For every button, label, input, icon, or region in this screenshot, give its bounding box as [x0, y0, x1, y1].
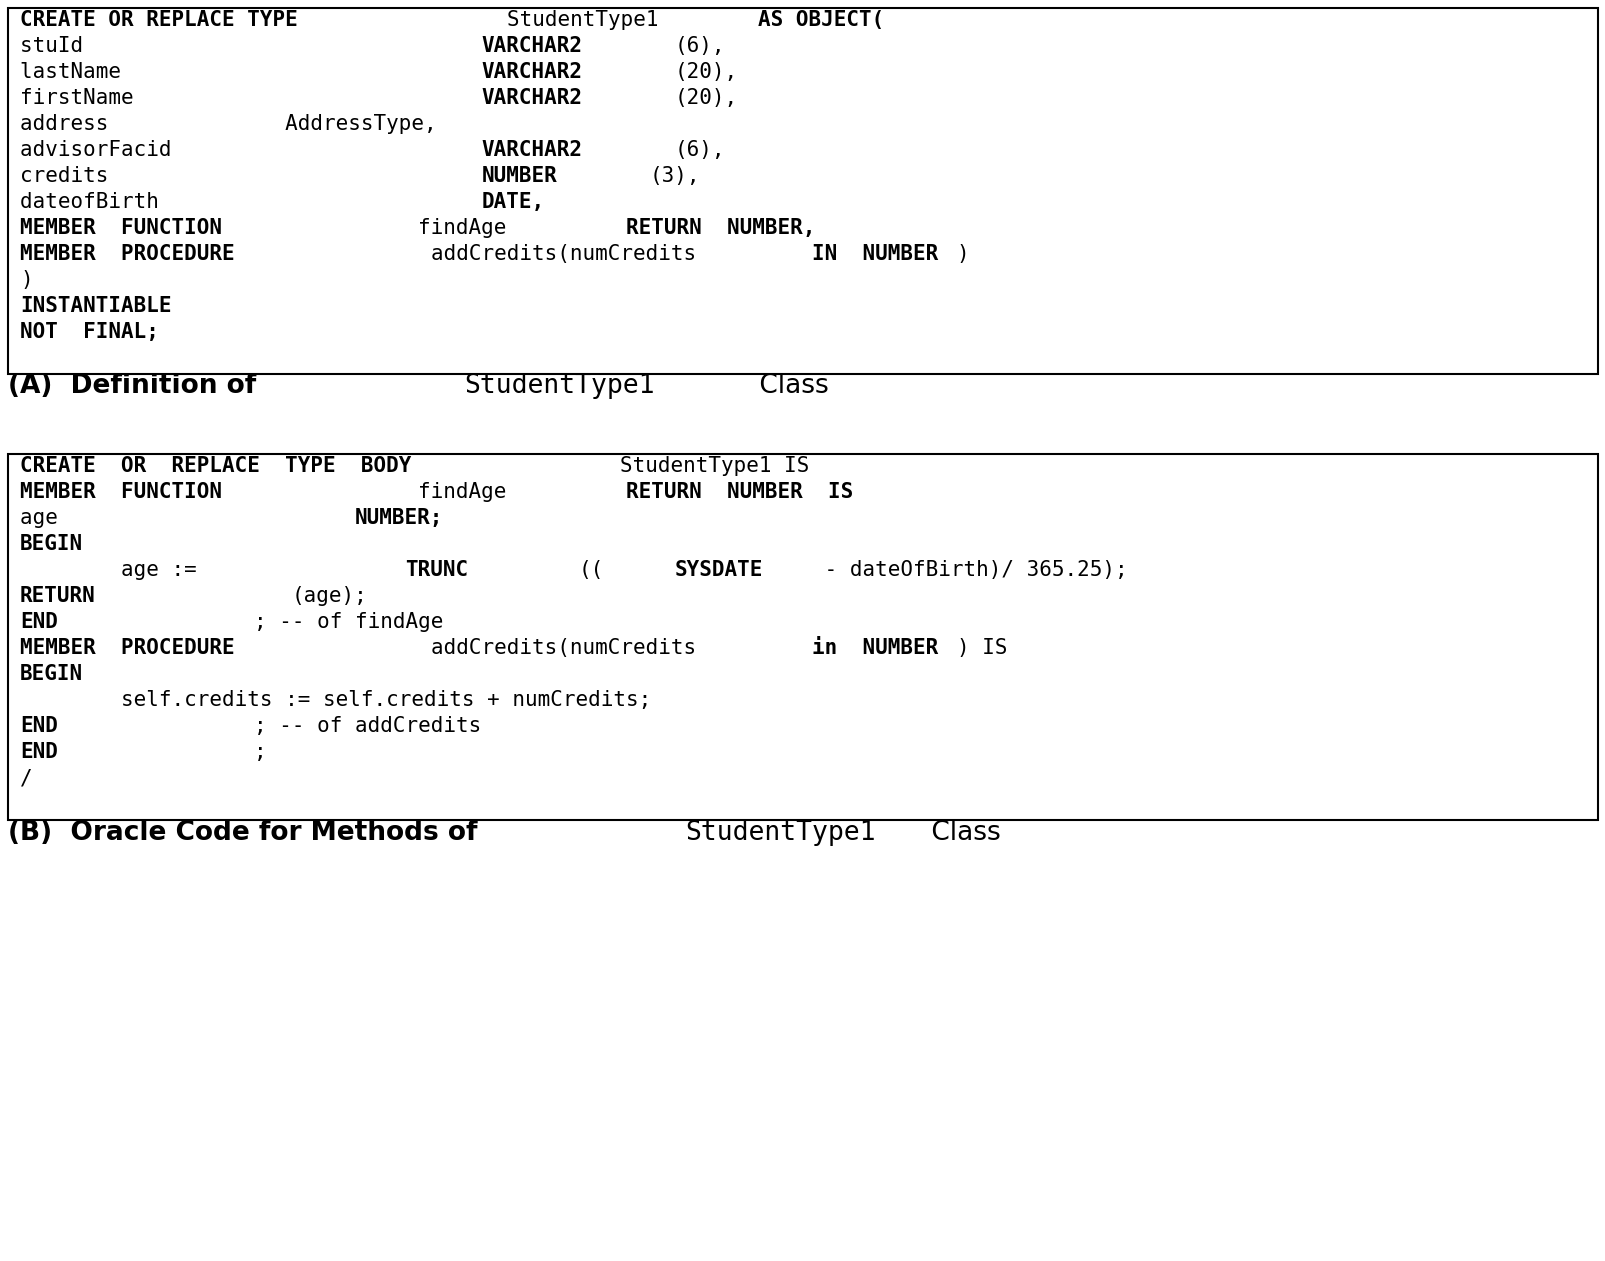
Text: NUMBER: NUMBER — [482, 166, 557, 185]
Text: StudentType1 IS: StudentType1 IS — [620, 456, 809, 477]
Text: VARCHAR2: VARCHAR2 — [482, 35, 583, 55]
Text: NUMBER;: NUMBER; — [355, 508, 443, 528]
Text: findAge: findAge — [417, 482, 518, 502]
Text: RETURN  NUMBER,: RETURN NUMBER, — [626, 218, 815, 238]
Text: END: END — [19, 743, 58, 763]
Text: END: END — [19, 613, 58, 632]
Text: (A)  Definition of: (A) Definition of — [8, 373, 265, 400]
Text: Class: Class — [921, 820, 1000, 846]
Text: TRUNC: TRUNC — [406, 560, 469, 580]
Text: VARCHAR2: VARCHAR2 — [482, 140, 583, 160]
Text: (20),: (20), — [674, 62, 737, 82]
Text: MEMBER  PROCEDURE: MEMBER PROCEDURE — [19, 243, 234, 264]
Text: IN  NUMBER: IN NUMBER — [812, 243, 937, 264]
Text: AS OBJECT(: AS OBJECT( — [758, 10, 883, 30]
Text: BEGIN: BEGIN — [19, 535, 83, 555]
Text: lastName: lastName — [19, 62, 286, 82]
Text: ; -- of addCredits: ; -- of addCredits — [254, 716, 482, 736]
Text: age: age — [19, 508, 159, 528]
Text: Class: Class — [751, 373, 828, 400]
Text: ): ) — [19, 270, 32, 290]
Text: INSTANTIABLE: INSTANTIABLE — [19, 296, 172, 317]
Text: ; -- of findAge: ; -- of findAge — [254, 613, 443, 632]
Text: (20),: (20), — [674, 88, 737, 108]
Text: stuId: stuId — [19, 35, 286, 55]
Text: DATE,: DATE, — [482, 192, 544, 212]
Text: ;: ; — [254, 743, 266, 763]
Text: dateofBirth: dateofBirth — [19, 192, 286, 212]
Text: StudentType1: StudentType1 — [464, 373, 655, 400]
Text: - dateOfBirth)/ 365.25);: - dateOfBirth)/ 365.25); — [811, 560, 1127, 580]
Text: (age);: (age); — [292, 586, 368, 607]
Text: VARCHAR2: VARCHAR2 — [482, 88, 583, 108]
Text: addCredits(numCredits: addCredits(numCredits — [430, 243, 708, 264]
Text: /: / — [19, 768, 32, 788]
Text: age :=: age := — [19, 560, 209, 580]
Text: ) IS: ) IS — [957, 638, 1006, 658]
Text: advisorFacid: advisorFacid — [19, 140, 286, 160]
Text: ((: (( — [578, 560, 603, 580]
Text: (B)  Oracle Code for Methods of: (B) Oracle Code for Methods of — [8, 820, 486, 846]
Text: MEMBER  PROCEDURE: MEMBER PROCEDURE — [19, 638, 234, 658]
Text: END: END — [19, 716, 58, 736]
Text: MEMBER  FUNCTION: MEMBER FUNCTION — [19, 482, 221, 502]
Text: ): ) — [957, 243, 969, 264]
Text: BEGIN: BEGIN — [19, 665, 83, 685]
Text: in  NUMBER: in NUMBER — [812, 638, 937, 658]
Bar — [8, 8, 1597, 375]
Text: RETURN  NUMBER  IS: RETURN NUMBER IS — [626, 482, 852, 502]
Bar — [8, 454, 1597, 821]
Text: self.credits := self.credits + numCredits;: self.credits := self.credits + numCredit… — [19, 690, 652, 710]
Text: MEMBER  FUNCTION: MEMBER FUNCTION — [19, 218, 221, 238]
Text: address              AddressType,: address AddressType, — [19, 113, 437, 134]
Text: StudentType1: StudentType1 — [506, 10, 671, 30]
Text: CREATE  OR  REPLACE  TYPE  BODY: CREATE OR REPLACE TYPE BODY — [19, 456, 424, 477]
Text: CREATE OR REPLACE TYPE: CREATE OR REPLACE TYPE — [19, 10, 310, 30]
Text: StudentType1: StudentType1 — [685, 820, 876, 846]
Text: credits: credits — [19, 166, 286, 185]
Text: (3),: (3), — [648, 166, 700, 185]
Text: (6),: (6), — [674, 35, 725, 55]
Text: (6),: (6), — [674, 140, 725, 160]
Text: firstName: firstName — [19, 88, 286, 108]
Text: NOT  FINAL;: NOT FINAL; — [19, 322, 159, 342]
Text: findAge: findAge — [417, 218, 518, 238]
Text: VARCHAR2: VARCHAR2 — [482, 62, 583, 82]
Text: RETURN: RETURN — [19, 586, 96, 607]
Text: addCredits(numCredits: addCredits(numCredits — [430, 638, 708, 658]
Text: SYSDATE: SYSDATE — [674, 560, 762, 580]
